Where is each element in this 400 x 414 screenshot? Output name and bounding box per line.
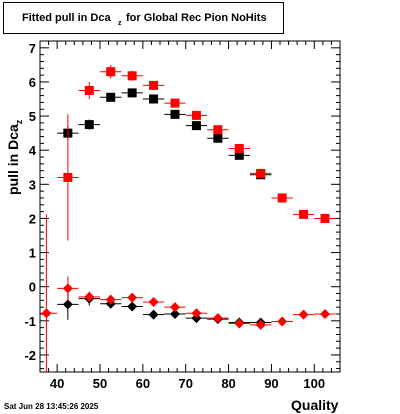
data-point-diamond	[84, 291, 95, 302]
data-point-diamond	[127, 301, 138, 312]
data-point-diamond	[170, 302, 180, 313]
data-point-square	[63, 172, 73, 182]
data-point-square	[84, 120, 94, 130]
data-point-square	[149, 94, 159, 104]
data-point-square	[84, 85, 94, 95]
data-point-square	[213, 125, 223, 135]
data-point-square	[320, 213, 330, 223]
chart-title-subscript: z	[118, 20, 122, 27]
x-tick-label: 40	[50, 376, 64, 391]
x-tick-label: 50	[93, 376, 107, 391]
chart-title-box: Fitted pull in Dca z for Global Rec Pion…	[3, 2, 284, 34]
data-point-diamond	[234, 318, 245, 329]
data-point-square	[277, 193, 287, 203]
y-tick-label: 6	[29, 75, 36, 90]
y-tick-label: 7	[29, 41, 36, 56]
data-point-diamond	[62, 283, 73, 294]
plot-frame	[39, 40, 341, 373]
data-point-diamond	[62, 299, 73, 310]
data-point-diamond	[105, 294, 116, 305]
y-tick-label: 3	[29, 177, 36, 192]
data-point-square	[170, 109, 180, 119]
data-point-square	[234, 150, 244, 160]
data-point-square	[299, 209, 309, 219]
y-tick-label: 5	[29, 109, 36, 124]
y-tick-label: 4	[29, 143, 37, 158]
data-point-diamond	[320, 308, 330, 319]
x-tick-label: 90	[264, 376, 278, 391]
data-point-square	[127, 88, 137, 98]
y-tick-label: 2	[29, 211, 36, 226]
data-point-square	[191, 121, 201, 131]
x-axis-label: Quality	[291, 397, 339, 413]
data-point-diamond	[127, 292, 138, 303]
data-point-square	[106, 67, 116, 77]
y-tick-label: -2	[24, 348, 36, 363]
x-tick-label: 70	[178, 376, 192, 391]
data-point-diamond	[148, 309, 159, 320]
y-tick-label: 0	[29, 280, 36, 295]
data-point-square	[170, 98, 180, 108]
data-point-diamond	[277, 316, 288, 327]
data-point-diamond	[298, 309, 309, 320]
data-point-square	[106, 92, 116, 102]
x-tick-label: 100	[303, 376, 325, 391]
data-point-diamond	[255, 319, 266, 330]
data-point-diamond	[148, 297, 159, 308]
data-point-square	[256, 168, 266, 178]
chart-title-rest: for Global Rec Pion NoHits	[126, 12, 267, 24]
data-point-square	[127, 71, 137, 81]
x-tick-label: 80	[221, 376, 235, 391]
datestamp: Sat Jun 28 13:45:26 2025	[4, 402, 99, 411]
data-point-square	[191, 110, 201, 120]
chart-title: Fitted pull in Dca	[22, 12, 111, 24]
data-point-diamond	[170, 308, 180, 319]
y-tick-label: -1	[24, 314, 36, 329]
data-point-square	[213, 133, 223, 143]
data-point-square	[234, 143, 244, 153]
data-point-diamond	[41, 308, 52, 319]
y-tick-label: 1	[29, 246, 36, 261]
data-point-diamond	[191, 308, 202, 319]
x-tick-label: 60	[136, 376, 150, 391]
data-point-square	[149, 80, 159, 90]
data-point-diamond	[212, 313, 223, 324]
